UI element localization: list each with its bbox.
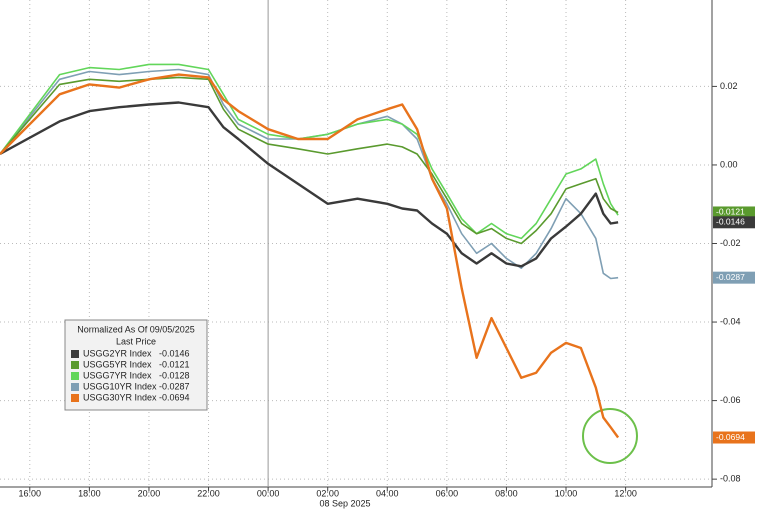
legend-label: USGG30YR Index bbox=[83, 392, 157, 402]
x-tick-label: 02:00 bbox=[316, 488, 339, 498]
x-tick-label: 22:00 bbox=[197, 488, 220, 498]
legend-label: USGG5YR Index bbox=[83, 359, 152, 369]
legend-box bbox=[64, 319, 208, 411]
series-line bbox=[0, 101, 619, 268]
x-tick-label: 20:00 bbox=[138, 488, 161, 498]
last-value-label: -0.0121 bbox=[716, 207, 745, 217]
legend-label: USGG2YR Index bbox=[83, 348, 152, 358]
legend: Normalized As Of 09/05/2025 Last Price U… bbox=[64, 319, 208, 411]
legend-swatch bbox=[71, 350, 79, 358]
x-tick-label: 00:00 bbox=[257, 488, 280, 498]
y-tick-label: -0.02 bbox=[720, 238, 741, 248]
last-value-label: -0.0287 bbox=[716, 272, 745, 282]
last-value-label: -0.0694 bbox=[716, 432, 745, 442]
legend-label: USGG7YR Index bbox=[83, 370, 152, 380]
x-tick-label: 12:00 bbox=[614, 488, 637, 498]
x-axis-label: 08 Sep 2025 bbox=[319, 498, 370, 508]
legend-swatch bbox=[71, 394, 79, 402]
y-tick-label: -0.08 bbox=[720, 474, 741, 484]
legend-swatch bbox=[71, 361, 79, 369]
highlight-circle bbox=[582, 408, 638, 464]
legend-value: -0.0146 bbox=[159, 348, 190, 358]
legend-title: Normalized As Of 09/05/2025 bbox=[77, 324, 195, 334]
x-tick-label: 06:00 bbox=[436, 488, 459, 498]
legend-value: -0.0128 bbox=[159, 370, 190, 380]
legend-subtitle: Last Price bbox=[116, 336, 156, 346]
legend-value: -0.0287 bbox=[159, 381, 190, 391]
y-tick-label: 0.02 bbox=[720, 81, 738, 91]
legend-swatch bbox=[71, 372, 79, 380]
x-tick-label: 16:00 bbox=[19, 488, 42, 498]
series-line bbox=[0, 76, 619, 245]
series-line bbox=[0, 68, 619, 280]
last-value-tag bbox=[713, 216, 755, 229]
legend-label: USGG10YR Index bbox=[83, 381, 157, 391]
last-value-tag bbox=[713, 206, 755, 219]
last-value-label: -0.0146 bbox=[716, 217, 745, 227]
y-tick-label: -0.06 bbox=[720, 395, 741, 405]
legend-value: -0.0694 bbox=[159, 392, 190, 402]
x-tick-label: 04:00 bbox=[376, 488, 399, 498]
x-tick-label: 10:00 bbox=[555, 488, 578, 498]
legend-value: -0.0121 bbox=[159, 359, 190, 369]
last-value-tag bbox=[713, 431, 755, 444]
legend-swatch bbox=[71, 383, 79, 391]
y-tick-label: -0.04 bbox=[720, 316, 741, 326]
series-line bbox=[0, 63, 619, 240]
series-line bbox=[0, 73, 620, 439]
last-value-tag bbox=[713, 271, 755, 284]
y-tick-label: 0.00 bbox=[720, 159, 738, 169]
x-tick-label: 08:00 bbox=[495, 488, 518, 498]
x-tick-label: 18:00 bbox=[78, 488, 101, 498]
